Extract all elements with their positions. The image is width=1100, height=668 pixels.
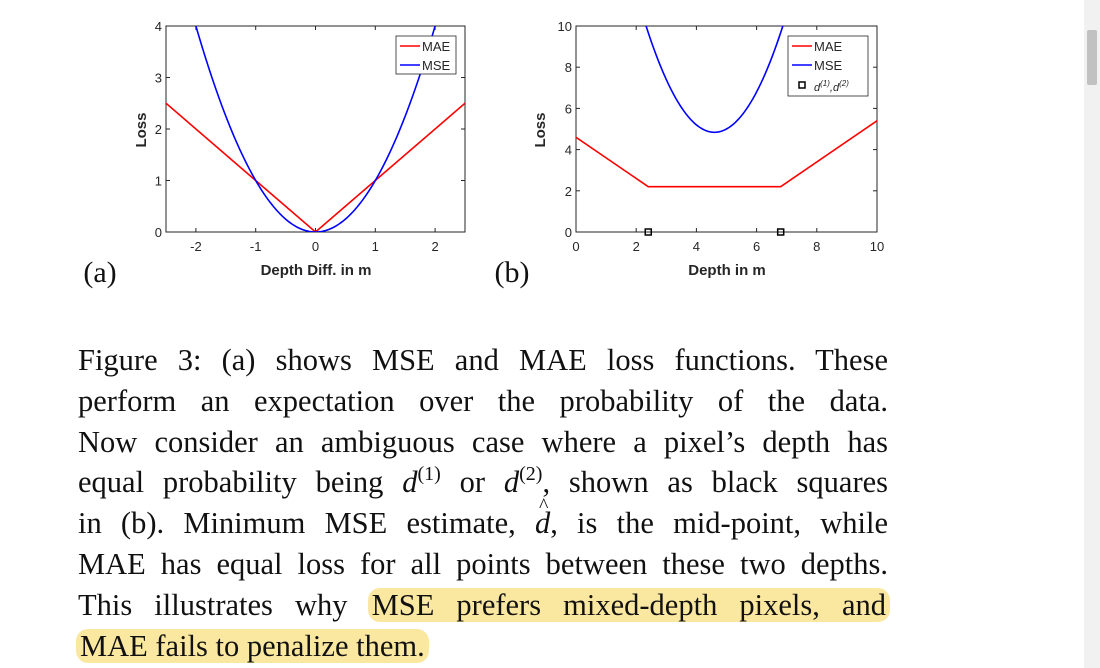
caption-text: or — [459, 465, 486, 500]
chart-b-ytick-label: 8 — [565, 60, 572, 75]
chart-b-xtick-label: 0 — [572, 239, 579, 254]
legend-a-mae-label: MAE — [422, 39, 451, 54]
legend-a-mse-label: MSE — [422, 58, 451, 73]
caption-line-4: equal probability being d(1) or d(2), sh… — [78, 462, 888, 503]
chart-a-xtick-label: 0 — [312, 239, 319, 254]
legend-b-square-swatch — [798, 81, 806, 89]
caption-line-6: MAE has equal loss for all points betwee… — [78, 546, 888, 581]
chart-b-ytick-label: 0 — [565, 225, 572, 240]
chart-b-ticks: 0 2 4 6 8 10 0 2 4 6 8 10 — [558, 19, 885, 254]
chart-b-xtick-label: 2 — [633, 239, 640, 254]
math-symbol: d — [402, 465, 418, 500]
chart-a-series — [166, 26, 465, 232]
caption-line-7: This illustrates why MSE prefers mixed-d… — [78, 585, 891, 626]
chart-b-ylabel: Loss — [532, 112, 549, 147]
scrollbar-track[interactable] — [1084, 0, 1100, 668]
chart-a-legend: MAE MSE — [395, 35, 457, 75]
chart-b-series-mae — [576, 120, 877, 188]
chart-a-ytick-label: 4 — [155, 19, 162, 34]
chart-b-ytick-label: 10 — [558, 19, 572, 34]
chart-b-markers — [644, 228, 785, 236]
chart-b-ytick-label: 6 — [565, 101, 572, 116]
chart-a-xlabel: Depth Diff. in m — [261, 262, 372, 279]
chart-a-xtick-label: 2 — [431, 239, 438, 254]
chart-b-legend: MAE MSE d(1),d(2) — [787, 35, 869, 97]
legend-b-mse-label: MSE — [814, 58, 843, 73]
caption-line-1: Figure 3: (a) shows MSE and MAE loss fun… — [78, 343, 888, 377]
math-d1: d(1) — [402, 463, 441, 500]
chart-b-ytick-label: 2 — [565, 184, 572, 199]
caption-text: , is the mid-point, while — [550, 506, 888, 541]
figure-caption: Figure 3: (a) shows MSE and MAE loss fun… — [76, 340, 891, 667]
chart-a-xtick-label: -1 — [250, 239, 262, 254]
caption-text: equal probability being — [78, 465, 384, 500]
chart-a-series-mse — [195, 26, 436, 232]
chart-b-marker-square — [776, 228, 785, 236]
math-sup: (1) — [417, 463, 441, 486]
chart-a-ticks: -2 -1 0 1 2 0 1 2 3 4 — [155, 19, 465, 254]
chart-b-series-mse — [645, 26, 784, 134]
chart-b-xtick-label: 6 — [753, 239, 760, 254]
chart-b-ytick-label: 4 — [565, 143, 572, 158]
chart-b-xtick-label: 8 — [813, 239, 820, 254]
math-d-hat: d — [535, 506, 550, 540]
caption-text: in (b). Minimum MSE estimate, — [78, 506, 516, 541]
caption-line-5: in (b). Minimum MSE estimate, d, is the … — [78, 503, 888, 544]
chart-b-xtick-label: 10 — [870, 239, 884, 254]
math-sup: (2) — [519, 463, 543, 486]
scrollbar-thumb[interactable] — [1087, 30, 1097, 85]
caption-text: This illustrates why — [78, 587, 348, 622]
panel-label-a: (a) — [83, 256, 116, 289]
chart-a-ytick-label: 2 — [155, 122, 162, 137]
chart-a-ytick-label: 1 — [155, 174, 162, 189]
panel-label-b: (b) — [495, 256, 530, 289]
chart-a: -2 -1 0 1 2 0 1 2 3 4 Depth Diff. in m Loss MAE M… — [133, 19, 466, 279]
chart-b-marker-square — [644, 228, 652, 236]
legend-b-square-label: d(1),d(2) — [814, 79, 849, 94]
chart-a-ytick-label: 3 — [155, 71, 162, 86]
chart-a-xtick-label: -2 — [190, 239, 202, 254]
math-symbol: d — [503, 465, 520, 500]
math-d2: d(2) — [503, 463, 543, 500]
highlight-1: MSE prefers mixed-depth pixels, and — [367, 587, 891, 622]
chart-b-xlabel: Depth in m — [688, 262, 766, 279]
chart-a-ylabel: Loss — [133, 112, 150, 147]
chart-a-xtick-label: 1 — [372, 239, 379, 254]
chart-b-series — [576, 26, 877, 188]
caption-line-8: MAE fails to penalize them. — [76, 626, 888, 667]
highlight-2: MAE fails to penalize them. — [76, 628, 429, 663]
caption-text: , shown as black squares — [542, 465, 889, 500]
caption-line-2: perform an expectation over the probabil… — [78, 383, 888, 418]
legend-b-mae-label: MAE — [814, 39, 843, 54]
chart-a-series-mae — [166, 102, 465, 232]
chart-b-xtick-label: 4 — [693, 239, 700, 254]
chart-a-ytick-label: 0 — [155, 225, 162, 240]
chart-b: 0 2 4 6 8 10 0 2 4 6 8 10 Depth in m Loss MAE MSE d… — [532, 19, 885, 279]
caption-line-3: Now consider an ambiguous case where a p… — [78, 424, 888, 459]
